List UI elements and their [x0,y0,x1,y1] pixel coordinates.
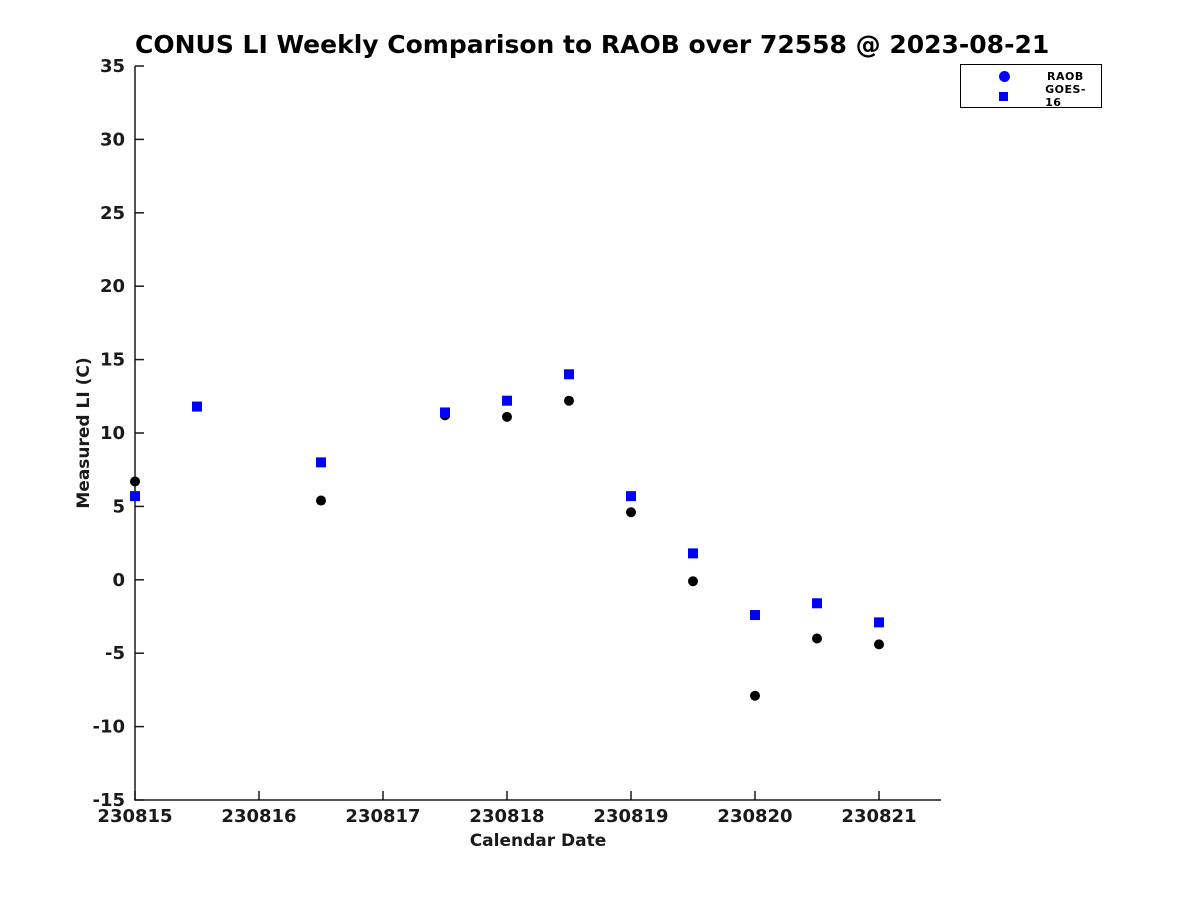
x-tick-label: 230816 [221,806,296,827]
raob-point [130,476,140,487]
y-tick-label: 5 [112,496,125,517]
goes16-point [440,407,450,418]
chart-title: CONUS LI Weekly Comparison to RAOB over … [135,30,1050,59]
legend: RAOB GOES-16 [960,64,1102,109]
raob-point [874,639,884,650]
y-tick-label: 15 [100,350,125,371]
goes16-point [564,369,574,380]
raob-point [316,495,326,506]
y-tick-label: -15 [92,790,125,811]
y-tick-label: 10 [100,423,125,444]
x-tick-label: 230817 [345,806,420,827]
goes16-point [316,457,326,468]
raob-point [502,411,512,422]
goes16-point [626,491,636,502]
goes16-point [192,401,202,412]
y-tick-label: 30 [100,129,125,150]
raob-point [626,507,636,518]
raob-point [564,395,574,406]
raob-point [688,576,698,587]
raob-point [812,633,822,644]
goes16-square-icon [998,91,1008,101]
x-axis-label: Calendar Date [469,831,607,851]
legend-label-goes16: GOES-16 [1045,83,1086,109]
x-tick-label: 230821 [841,806,916,827]
x-tick-label: 230820 [717,806,792,827]
y-tick-label: -10 [92,717,125,738]
goes16-point [812,598,822,609]
x-tick-label: 230815 [97,806,172,827]
y-axis-label: Measured LI (C) [74,357,94,509]
legend-item-raob: RAOB [961,68,1101,85]
goes16-point [130,491,140,502]
x-tick-label: 230818 [469,806,544,827]
goes16-point [688,548,698,559]
raob-point [750,690,760,701]
y-tick-label: 25 [100,203,125,224]
raob-circle-icon [998,70,1010,82]
goes16-point [874,617,884,628]
y-tick-label: -5 [105,643,125,664]
legend-label-raob: RAOB [1047,69,1084,83]
x-tick-label: 230819 [593,806,668,827]
goes16-point [750,610,760,621]
y-tick-label: 35 [100,56,125,77]
goes16-point [502,395,512,406]
legend-item-goes16: GOES-16 [961,83,1101,109]
y-tick-label: 20 [100,276,125,297]
y-tick-label: 0 [112,570,125,591]
